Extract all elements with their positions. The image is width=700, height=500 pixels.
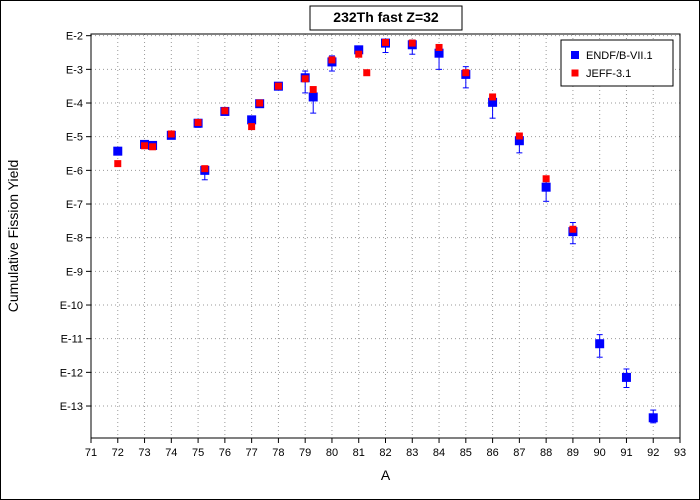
legend-label-endf: ENDF/B-VII.1	[586, 50, 653, 62]
chart-title-box: 232Th fast Z=32	[309, 5, 463, 31]
y-tick-label: E-13	[60, 401, 83, 413]
y-tick-label: E-9	[66, 266, 83, 278]
jeff-point	[462, 69, 470, 77]
jeff-point	[274, 82, 282, 90]
jeff-point	[542, 175, 550, 183]
title-frame	[309, 5, 463, 31]
endf-point	[247, 115, 257, 125]
legend-marker-endf	[571, 51, 579, 59]
jeff-point	[435, 43, 443, 51]
legend-frame	[560, 39, 674, 87]
jeff-point	[248, 123, 256, 131]
legend-marker-jeff	[571, 69, 579, 77]
jeff-point	[515, 132, 523, 140]
jeff-point	[408, 39, 416, 47]
jeff-point	[194, 119, 202, 127]
jeff-point	[167, 130, 175, 138]
endf-point	[648, 413, 658, 423]
endf-point	[595, 339, 605, 349]
y-tick-label: E-4	[66, 98, 83, 110]
x-tick-label: 89	[567, 447, 579, 459]
x-tick-label: 93	[674, 447, 686, 459]
x-tick-label: 79	[299, 447, 311, 459]
jeff-point	[256, 99, 264, 107]
chart-title: 232Th fast Z=32	[333, 9, 439, 25]
legend-label-jeff: JEFF-3.1	[586, 68, 631, 80]
jeff-point	[149, 143, 157, 151]
y-tick-label: E-2	[66, 31, 83, 43]
jeff-point	[114, 160, 122, 168]
y-tick-label: E-8	[66, 233, 83, 245]
x-tick-label: 87	[513, 447, 525, 459]
y-tick-label: E-11	[61, 334, 83, 346]
x-tick-label: 71	[85, 447, 97, 459]
jeff-point	[201, 165, 209, 173]
y-tick-label: E-7	[66, 199, 83, 211]
x-tick-label: 81	[353, 447, 365, 459]
x-tick-label: 83	[406, 447, 418, 459]
endf-point	[514, 136, 524, 146]
jeff-point	[309, 86, 317, 94]
endf-point	[541, 182, 551, 192]
y-tick-label: E-3	[66, 64, 83, 76]
jeff-point	[382, 38, 389, 46]
x-tick-label: 73	[138, 447, 150, 459]
x-tick-label: 85	[460, 447, 472, 459]
x-tick-label: 86	[486, 447, 498, 459]
x-tick-label: 72	[112, 447, 124, 459]
x-tick-label: 80	[326, 447, 338, 459]
x-tick-label: 90	[594, 447, 606, 459]
x-tick-label: 75	[192, 447, 204, 459]
x-tick-label: 84	[433, 447, 445, 459]
x-tick-label: 88	[540, 447, 552, 459]
jeff-point	[221, 107, 229, 115]
x-tick-label: 78	[272, 447, 284, 459]
jeff-point	[141, 142, 149, 150]
y-tick-label: E-5	[66, 132, 83, 144]
y-tick-label: E-12	[60, 367, 83, 379]
x-tick-label: 76	[219, 447, 231, 459]
x-tick-label: 77	[246, 447, 258, 459]
endf-point	[113, 146, 123, 156]
data-points	[113, 38, 658, 423]
endf-point	[354, 45, 364, 55]
jeff-point	[301, 75, 309, 83]
axis-ticks: 71 72 73 74 75 76 77 78 79 80 81 82 83 84 85 86 87 88 89 90…	[60, 31, 686, 459]
legend: ENDF/B-VII.1 JEFF-3.1	[560, 39, 674, 87]
jeff-point	[363, 69, 371, 77]
endf-point	[621, 372, 631, 382]
x-tick-label: 91	[620, 447, 632, 459]
y-tick-label: E-6	[66, 165, 83, 177]
x-tick-label: 74	[165, 447, 177, 459]
y-axis-title: Cumulative Fission Yield	[5, 160, 21, 313]
endf-point	[308, 92, 318, 102]
x-tick-label: 92	[647, 447, 659, 459]
jeff-point	[355, 50, 363, 58]
x-axis-title: A	[381, 467, 391, 483]
y-tick-label: E-10	[60, 300, 83, 312]
endf-point	[488, 97, 498, 107]
jeff-point	[328, 56, 336, 64]
grid	[91, 34, 680, 438]
jeff-point	[569, 225, 577, 233]
x-tick-label: 82	[379, 447, 391, 459]
endf-point	[434, 48, 444, 58]
jeff-point	[489, 93, 497, 101]
